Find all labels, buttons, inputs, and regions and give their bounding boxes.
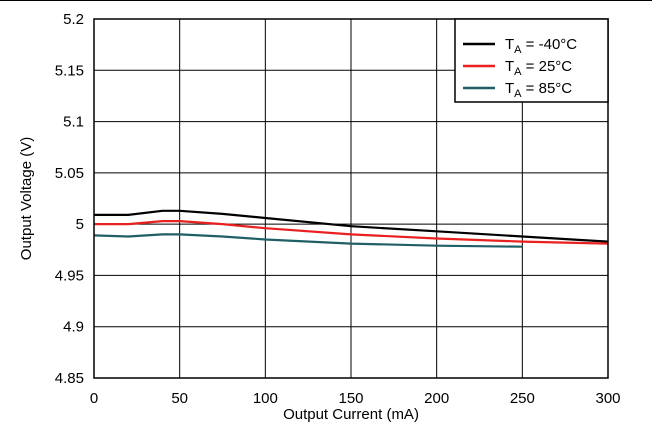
- legend-label-main: T: [505, 36, 514, 53]
- legend-label-subscript: A: [514, 66, 522, 78]
- legend-label-main: T: [505, 58, 514, 75]
- y-tick-labels: 4.85 4.9 4.95 5 5.05 5.1 5.15 5.2: [55, 11, 84, 387]
- y-tick-label: 4.95: [55, 267, 84, 284]
- series-layer: [93, 209, 609, 248]
- y-tick-label: 5: [76, 216, 84, 233]
- legend-label-subscript: A: [514, 44, 522, 56]
- series-line-0: [94, 209, 609, 243]
- x-tick-label: 50: [171, 390, 188, 407]
- legend-label-main: T: [505, 80, 514, 97]
- x-axis-title: Output Current (mA): [283, 406, 419, 423]
- legend: TA = -40°CTA = 25°CTA = 85°C: [454, 18, 609, 103]
- y-tick-label: 4.9: [63, 319, 84, 336]
- x-tick-label: 250: [510, 390, 535, 407]
- x-tick-label: 200: [424, 390, 449, 407]
- legend-label-0: TA = -40°C: [505, 36, 577, 56]
- x-tick-label: 150: [338, 390, 363, 407]
- y-axis-title: Output Voltage (V): [18, 137, 35, 260]
- y-tick-label: 5.1: [63, 114, 84, 131]
- y-tick-label: 5.05: [55, 165, 84, 182]
- grid: [93, 18, 609, 379]
- legend-label-1: TA = 25°C: [505, 58, 572, 78]
- legend-label-rest: = -40°C: [522, 36, 578, 53]
- legend-label-2: TA = 85°C: [505, 80, 572, 100]
- y-tick-label: 5.15: [55, 62, 84, 79]
- x-tick-label: 0: [90, 390, 98, 407]
- x-tick-label: 100: [253, 390, 278, 407]
- x-tick-label: 300: [595, 390, 620, 407]
- legend-label-rest: = 85°C: [522, 80, 573, 97]
- y-tick-label: 5.2: [63, 11, 84, 28]
- legend-label-subscript: A: [514, 88, 522, 100]
- y-tick-label: 4.85: [55, 370, 84, 387]
- legend-label-rest: = 25°C: [522, 58, 573, 75]
- series-line-1: [94, 220, 609, 245]
- plot-frame: [93, 18, 609, 379]
- x-tick-labels: 0 50 100 150 200 250 300: [90, 390, 621, 407]
- series-line-2: [93, 233, 523, 248]
